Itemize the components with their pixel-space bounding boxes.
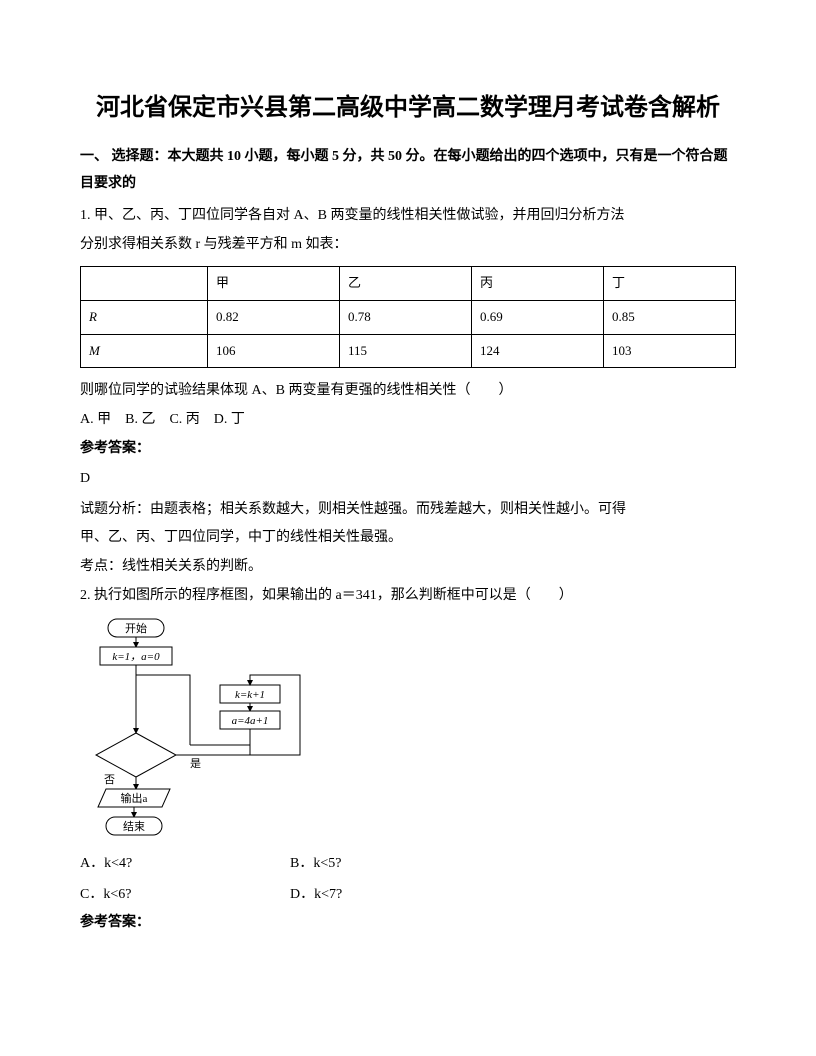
- q1-exp-3: 考点：线性相关关系的判断。: [80, 554, 736, 581]
- table-cell: 丙: [472, 267, 604, 301]
- table-cell: 乙: [340, 267, 472, 301]
- page: 河北省保定市兴县第二高级中学高二数学理月考试卷含解析 一、 选择题：本大题共 1…: [0, 0, 816, 1056]
- q1-ref-label: 参考答案：: [80, 436, 736, 463]
- q2-opt-d: D．k<7?: [290, 882, 500, 909]
- table-cell: [81, 267, 208, 301]
- table-cell: 0.69: [472, 301, 604, 335]
- table-row: R 0.82 0.78 0.69 0.85: [81, 301, 736, 335]
- flow-step2-text: a=4a+1: [232, 715, 269, 727]
- section-1-head: 一、 选择题：本大题共 10 小题，每小题 5 分，共 50 分。在每小题给出的…: [80, 144, 736, 197]
- table-cell: 124: [472, 334, 604, 368]
- q1-stem-1: 1. 甲、乙、丙、丁四位同学各自对 A、B 两变量的线性相关性做试验，并用回归分…: [80, 203, 736, 230]
- table-cell: 丁: [604, 267, 736, 301]
- table-cell: M: [81, 334, 208, 368]
- table-cell: 106: [208, 334, 340, 368]
- q1-table: 甲 乙 丙 丁 R 0.82 0.78 0.69 0.85 M 106 115 …: [80, 266, 736, 368]
- q1-exp-1: 试题分析：由题表格；相关系数越大，则相关性越强。而残差越大，则相关性越小。可得: [80, 497, 736, 524]
- table-cell: 甲: [208, 267, 340, 301]
- flow-step1-text: k=k+1: [235, 689, 265, 701]
- q1-options: A. 甲 B. 乙 C. 丙 D. 丁: [80, 407, 736, 434]
- flow-init-text: k=1，a=0: [112, 651, 160, 663]
- q2-opt-c: C．k<6?: [80, 882, 290, 909]
- table-cell: 0.85: [604, 301, 736, 335]
- q1-exp-2: 甲、乙、丙、丁四位同学，中丁的线性相关性最强。: [80, 525, 736, 552]
- table-row: M 106 115 124 103: [81, 334, 736, 368]
- table-cell: 0.82: [208, 301, 340, 335]
- doc-title: 河北省保定市兴县第二高级中学高二数学理月考试卷含解析: [80, 90, 736, 126]
- q2-opt-a: A．k<4?: [80, 851, 290, 878]
- q2-ref-label: 参考答案：: [80, 910, 736, 937]
- q1-answer: D: [80, 466, 736, 493]
- flow-output-text: 输出a: [121, 791, 148, 805]
- flowchart: 开始 k=1，a=0 k=k+1 a=4a+1: [90, 615, 350, 845]
- flowchart-svg: 开始 k=1，a=0 k=k+1 a=4a+1: [90, 615, 350, 845]
- table-cell: R: [81, 301, 208, 335]
- flow-no-label: 否: [104, 774, 115, 786]
- flow-end-text: 结束: [123, 820, 145, 833]
- flow-decision-shape: [96, 733, 176, 777]
- table-cell: 103: [604, 334, 736, 368]
- q2-stem: 2. 执行如图所示的程序框图，如果输出的 a＝341，那么判断框中可以是（ ）: [80, 583, 736, 610]
- table-row: 甲 乙 丙 丁: [81, 267, 736, 301]
- table-cell: 0.78: [340, 301, 472, 335]
- q2-opt-b: B．k<5?: [290, 851, 500, 878]
- flow-start-text: 开始: [125, 621, 147, 635]
- q2-options: A．k<4? B．k<5? C．k<6? D．k<7?: [80, 851, 736, 908]
- q1-stem-2: 分别求得相关系数 r 与残差平方和 m 如表：: [80, 232, 736, 259]
- flow-yes-label: 是: [190, 757, 201, 770]
- table-cell: 115: [340, 334, 472, 368]
- q1-after: 则哪位同学的试验结果体现 A、B 两变量有更强的线性相关性（ ）: [80, 378, 736, 405]
